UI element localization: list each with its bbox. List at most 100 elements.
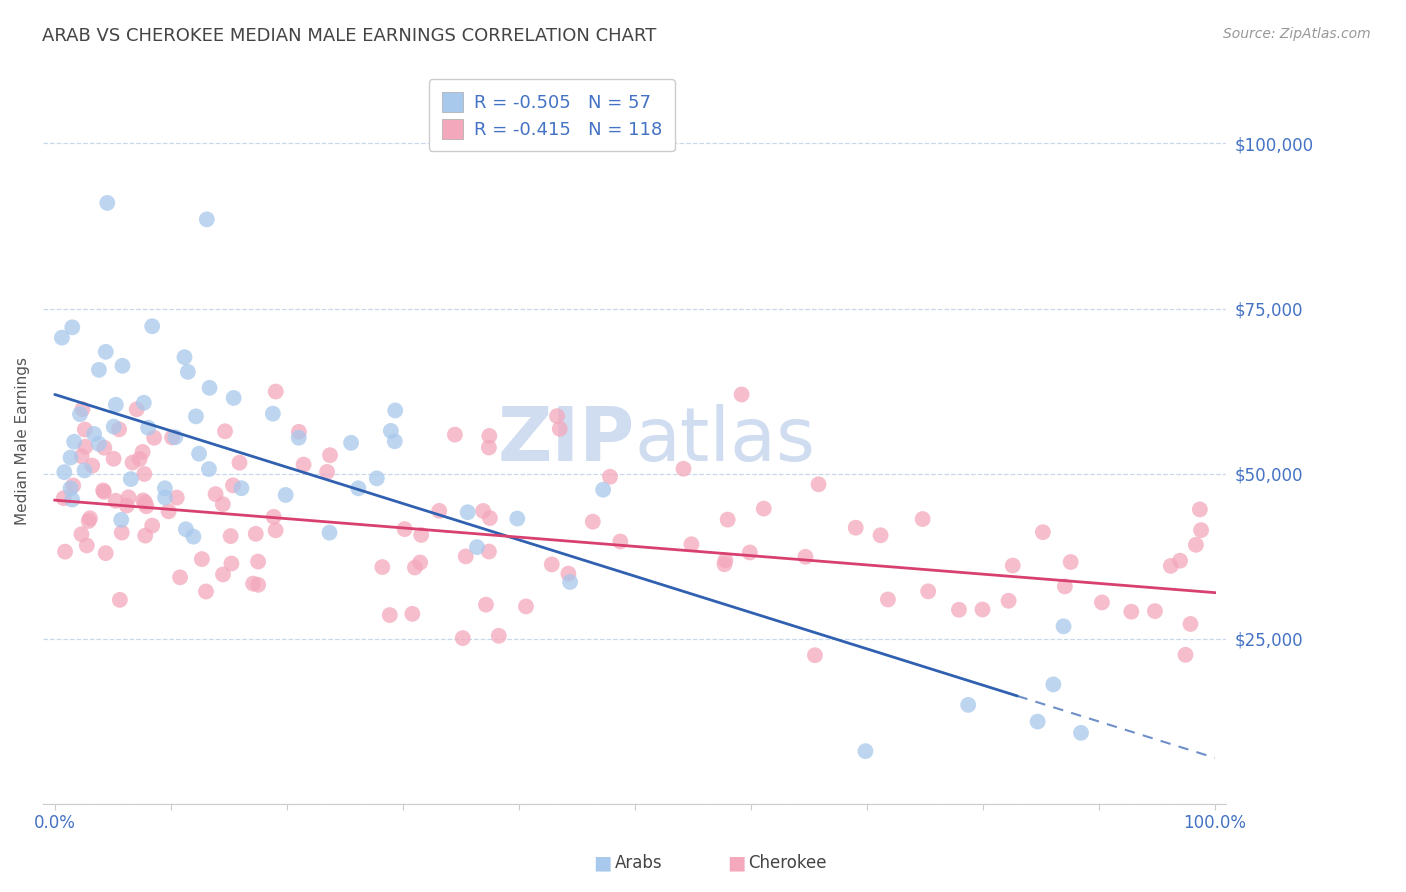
Point bbox=[454, 549, 477, 564]
Point bbox=[60, 492, 83, 507]
Point bbox=[730, 387, 752, 401]
Point bbox=[274, 488, 297, 502]
Point bbox=[264, 384, 287, 399]
Text: ■: ■ bbox=[593, 854, 612, 872]
Point bbox=[384, 403, 406, 417]
Point bbox=[380, 424, 402, 438]
Point bbox=[911, 512, 934, 526]
Point bbox=[1168, 554, 1191, 568]
Point bbox=[60, 320, 83, 334]
Text: ZIP: ZIP bbox=[498, 404, 634, 477]
Point bbox=[136, 421, 159, 435]
Point bbox=[125, 402, 148, 417]
Point bbox=[141, 319, 163, 334]
Text: ARAB VS CHEROKEE MEDIAN MALE EARNINGS CORRELATION CHART: ARAB VS CHEROKEE MEDIAN MALE EARNINGS CO… bbox=[42, 27, 657, 45]
Point bbox=[478, 441, 501, 455]
Point bbox=[804, 648, 827, 663]
Point bbox=[166, 491, 188, 505]
Point bbox=[457, 505, 479, 519]
Point bbox=[515, 599, 537, 614]
Point bbox=[404, 560, 426, 574]
Point bbox=[111, 525, 134, 540]
Point bbox=[141, 518, 163, 533]
Point bbox=[1070, 726, 1092, 740]
Point bbox=[221, 557, 243, 571]
Point bbox=[411, 528, 433, 542]
Point bbox=[738, 545, 761, 559]
Point bbox=[160, 430, 183, 444]
Point bbox=[371, 560, 394, 574]
Point bbox=[51, 331, 73, 345]
Point bbox=[316, 465, 339, 479]
Text: Source: ZipAtlas.com: Source: ZipAtlas.com bbox=[1223, 27, 1371, 41]
Point bbox=[1060, 555, 1083, 569]
Point bbox=[70, 449, 93, 463]
Point bbox=[69, 407, 91, 421]
Point bbox=[195, 212, 218, 227]
Point bbox=[1180, 617, 1202, 632]
Point bbox=[1121, 605, 1143, 619]
Point bbox=[135, 499, 157, 513]
Point bbox=[121, 456, 143, 470]
Point bbox=[845, 521, 868, 535]
Point bbox=[451, 631, 474, 645]
Point bbox=[70, 527, 93, 541]
Point bbox=[1001, 558, 1024, 573]
Point bbox=[59, 481, 82, 495]
Point bbox=[96, 196, 118, 211]
Point bbox=[807, 477, 830, 491]
Point bbox=[173, 350, 195, 364]
Point bbox=[198, 381, 221, 395]
Point bbox=[191, 552, 214, 566]
Point bbox=[82, 458, 104, 473]
Point bbox=[319, 448, 342, 462]
Point bbox=[540, 558, 562, 572]
Point bbox=[247, 578, 270, 592]
Point bbox=[115, 499, 138, 513]
Point bbox=[91, 483, 114, 498]
Point bbox=[972, 602, 994, 616]
Point bbox=[169, 570, 191, 584]
Point bbox=[87, 363, 110, 377]
Point bbox=[752, 501, 775, 516]
Point bbox=[153, 491, 176, 505]
Point bbox=[557, 566, 579, 581]
Point bbox=[195, 584, 218, 599]
Point bbox=[165, 430, 187, 444]
Point bbox=[262, 407, 284, 421]
Point bbox=[247, 555, 270, 569]
Point bbox=[93, 484, 115, 499]
Point bbox=[1143, 604, 1166, 618]
Point bbox=[506, 511, 529, 525]
Point bbox=[134, 528, 156, 542]
Point bbox=[104, 493, 127, 508]
Point bbox=[292, 458, 315, 472]
Point bbox=[264, 524, 287, 538]
Point bbox=[174, 522, 197, 536]
Point bbox=[94, 344, 117, 359]
Point bbox=[75, 440, 97, 454]
Point bbox=[219, 529, 242, 543]
Point bbox=[444, 427, 467, 442]
Point bbox=[53, 465, 76, 479]
Point bbox=[1053, 579, 1076, 593]
Point bbox=[94, 546, 117, 560]
Point bbox=[76, 538, 98, 552]
Point bbox=[366, 471, 388, 485]
Point bbox=[110, 513, 132, 527]
Point bbox=[1160, 558, 1182, 573]
Point bbox=[409, 556, 432, 570]
Point bbox=[77, 514, 100, 528]
Point bbox=[465, 540, 488, 554]
Text: ■: ■ bbox=[727, 854, 745, 872]
Point bbox=[287, 431, 309, 445]
Point bbox=[211, 497, 233, 511]
Point bbox=[478, 511, 501, 525]
Point bbox=[62, 478, 84, 492]
Point bbox=[869, 528, 891, 542]
Point bbox=[59, 450, 82, 465]
Point bbox=[558, 574, 581, 589]
Point bbox=[103, 451, 125, 466]
Point bbox=[153, 481, 176, 495]
Point bbox=[228, 456, 250, 470]
